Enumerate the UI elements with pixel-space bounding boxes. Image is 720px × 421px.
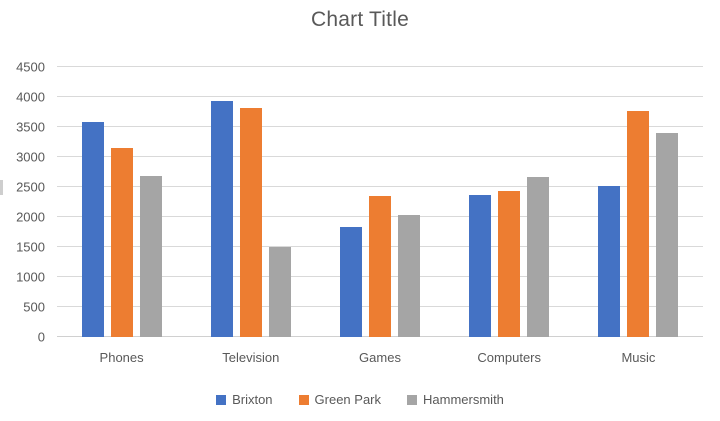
bar-green-park-phones[interactable] [110, 148, 133, 337]
y-tick-label-2000: 2000 [16, 209, 45, 225]
bar-brixton-music[interactable] [598, 186, 621, 337]
category-label-phones: Phones [99, 350, 144, 365]
gridline [57, 156, 703, 157]
bar-green-park-games[interactable] [369, 196, 391, 337]
bar-group-computers [445, 67, 574, 337]
category-label-games: Games [359, 350, 401, 365]
bar-hammersmith-phones[interactable] [139, 175, 162, 337]
y-tick-label-1500: 1500 [16, 239, 45, 255]
legend-swatch-icon [216, 394, 227, 405]
gridline [57, 66, 703, 67]
gridline [57, 126, 703, 127]
y-tick-label-1000: 1000 [16, 269, 45, 285]
y-tick-label-2500: 2500 [16, 179, 45, 195]
bar-hammersmith-games[interactable] [398, 214, 420, 337]
bar-brixton-games[interactable] [340, 227, 362, 337]
bar-green-park-computers[interactable] [498, 191, 521, 337]
bar-group-phones [57, 67, 186, 337]
category-label-television: Television [222, 350, 280, 365]
y-tick-label-3500: 3500 [16, 119, 45, 135]
bar-green-park-television[interactable] [239, 107, 262, 337]
bar-hammersmith-television[interactable] [268, 247, 291, 337]
legend-item-hammersmith[interactable]: Hammersmith [407, 392, 504, 407]
x-axis-category-labels: Phones Television Games Computers Music [57, 350, 703, 365]
bar-groups [57, 67, 703, 337]
y-tick-label-0: 0 [37, 329, 45, 345]
bar-hammersmith-computers[interactable] [527, 177, 550, 337]
y-tick-label-4000: 4000 [16, 89, 45, 105]
category-label-music: Music [621, 350, 656, 365]
gridline [57, 186, 703, 187]
bar-brixton-phones[interactable] [81, 122, 104, 337]
legend-label: Hammersmith [423, 392, 504, 407]
category-label-computers: Computers [477, 350, 541, 365]
legend-item-green-park[interactable]: Green Park [298, 392, 382, 407]
legend-label: Green Park [314, 392, 382, 407]
y-tick-label-3000: 3000 [16, 149, 45, 165]
legend-swatch-icon [298, 394, 309, 405]
bar-brixton-computers[interactable] [469, 194, 492, 337]
bar-group-games [315, 67, 444, 337]
plot-area [57, 66, 703, 337]
y-tick-label-4500: 4500 [16, 59, 45, 75]
bar-brixton-television[interactable] [210, 101, 233, 337]
bar-group-television [186, 67, 315, 337]
bar-green-park-music[interactable] [627, 110, 650, 337]
y-axis-tick-labels: 0 500 1000 1500 2000 2500 3000 3500 4000 4500 [0, 61, 46, 344]
bar-group-music [574, 67, 703, 337]
legend: Brixton Green Park Hammersmith [0, 392, 720, 407]
legend-item-brixton[interactable]: Brixton [216, 392, 273, 407]
legend-swatch-icon [407, 394, 418, 405]
chart-title[interactable]: Chart Title [311, 8, 409, 31]
bar-hammersmith-music[interactable] [656, 133, 679, 337]
legend-label: Brixton [232, 392, 273, 407]
gridline [57, 96, 703, 97]
y-tick-label-500: 500 [23, 299, 45, 315]
clipped-axis-title-fragment [0, 180, 3, 195]
